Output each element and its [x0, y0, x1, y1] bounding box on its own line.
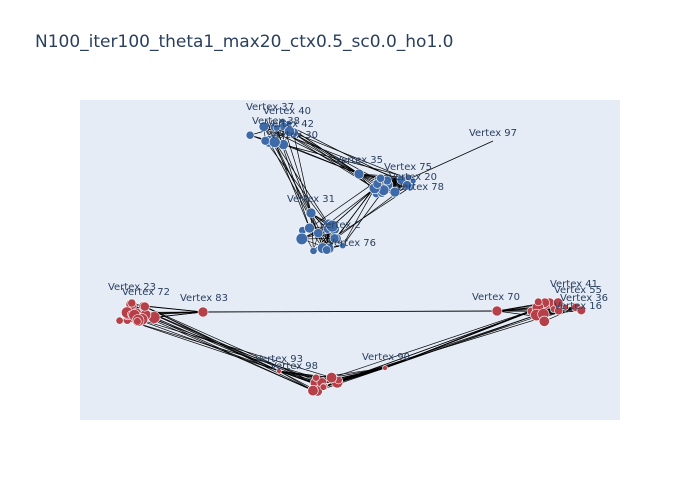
edge — [293, 132, 312, 214]
vertex-label: Vertex 93 — [255, 354, 303, 365]
vertex-node — [382, 365, 388, 371]
vertex-node — [305, 207, 317, 219]
vertex-label: Vertex 31 — [287, 194, 335, 205]
vertex-node — [313, 228, 324, 239]
vertex-node — [133, 317, 142, 326]
edge — [143, 305, 280, 372]
vertex-node — [260, 136, 271, 146]
vertex-label: Vertex 36 — [560, 293, 608, 304]
vertex-node — [127, 298, 137, 308]
edge — [328, 188, 375, 224]
edge — [293, 132, 414, 182]
vertex-node — [312, 373, 320, 382]
edge — [127, 315, 280, 372]
vertex-label: Vertex 41 — [550, 279, 598, 290]
vertex-label: Vertex 40 — [263, 106, 311, 117]
vertex-node — [272, 123, 281, 132]
vertex-node — [326, 372, 338, 384]
vertex-node — [552, 297, 564, 308]
vertex-label: Vertex 75 — [384, 162, 432, 173]
vertex-node — [295, 232, 308, 245]
edge — [278, 370, 332, 378]
chart-title: N100_iter100_theta1_max20_ctx0.5_sc0.0_h… — [35, 32, 454, 52]
vertex-label: Vertex 55 — [554, 285, 602, 296]
vertex-node — [491, 305, 503, 317]
vertex-node — [409, 177, 417, 185]
edge — [154, 311, 204, 318]
vertex-label: Vertex 76 — [328, 238, 376, 249]
vertex-label: Vertex 20 — [389, 172, 437, 183]
vertex-label: Vertex 78 — [396, 182, 444, 193]
vertex-node — [258, 121, 270, 132]
edge — [282, 122, 312, 214]
edge — [278, 370, 314, 391]
vertex-node — [197, 306, 209, 318]
vertex-label: Vertex 72 — [122, 287, 170, 298]
vertex-label: Vertex 70 — [472, 292, 520, 303]
edge — [202, 310, 498, 313]
vertex-label: Vertex 23 — [108, 282, 156, 293]
edge — [154, 317, 280, 372]
nodes-layer — [115, 118, 586, 397]
edge — [315, 305, 547, 384]
vertex-node — [325, 219, 339, 233]
vertex-node — [115, 316, 124, 325]
plot-area — [80, 100, 620, 420]
vertex-node — [276, 368, 282, 374]
vertex-node — [534, 297, 543, 307]
edge — [338, 367, 386, 381]
vertex-label: Vertex 42 — [266, 119, 314, 130]
edge — [375, 140, 494, 195]
edge — [282, 122, 408, 186]
edge — [263, 126, 360, 175]
edge — [265, 140, 330, 227]
vertex-label: Vertex 97 — [469, 128, 517, 139]
vertex-label: Vertex 2 — [319, 220, 361, 231]
edge — [342, 188, 375, 246]
vertex-node — [339, 241, 347, 250]
vertex-label: Vertex 90 — [362, 352, 410, 363]
vertex-node — [376, 173, 386, 183]
vertex-node — [402, 180, 412, 191]
vertex-node — [538, 315, 550, 327]
vertex-node — [319, 383, 327, 391]
vertex-node — [562, 303, 569, 311]
vertex-label: Vertex 16 — [554, 301, 602, 312]
edge — [309, 178, 381, 229]
edge — [384, 308, 554, 369]
vertex-label: Vertex 30 — [270, 130, 318, 141]
edge — [332, 188, 375, 227]
vertex-node — [307, 385, 319, 397]
vertex-label: Vertex 38 — [252, 116, 300, 127]
edge — [293, 132, 360, 175]
vertex-node — [389, 186, 401, 198]
vertex-node — [322, 245, 332, 255]
edge — [127, 315, 332, 378]
vertex-label: Vertex 37 — [246, 102, 294, 113]
vertex-node — [268, 136, 281, 148]
vertex-label: Vertex 83 — [180, 293, 228, 304]
edge — [331, 367, 386, 378]
vertex-node — [329, 233, 340, 244]
vertex-node — [309, 246, 318, 255]
vertex-node — [139, 301, 150, 312]
edge — [143, 305, 204, 313]
vertex-label: Vertex 98 — [270, 361, 318, 372]
edge — [313, 187, 411, 252]
edge — [384, 310, 532, 369]
vertex-node — [353, 168, 365, 180]
vertex-node — [304, 222, 315, 234]
vertex-node — [576, 305, 586, 316]
edge — [283, 144, 312, 214]
vertex-node — [283, 125, 296, 137]
edge — [283, 144, 409, 178]
edge — [127, 319, 280, 372]
vertex-label: Vertex 35 — [335, 155, 383, 166]
edge — [144, 306, 317, 384]
vertex-node — [245, 130, 255, 140]
